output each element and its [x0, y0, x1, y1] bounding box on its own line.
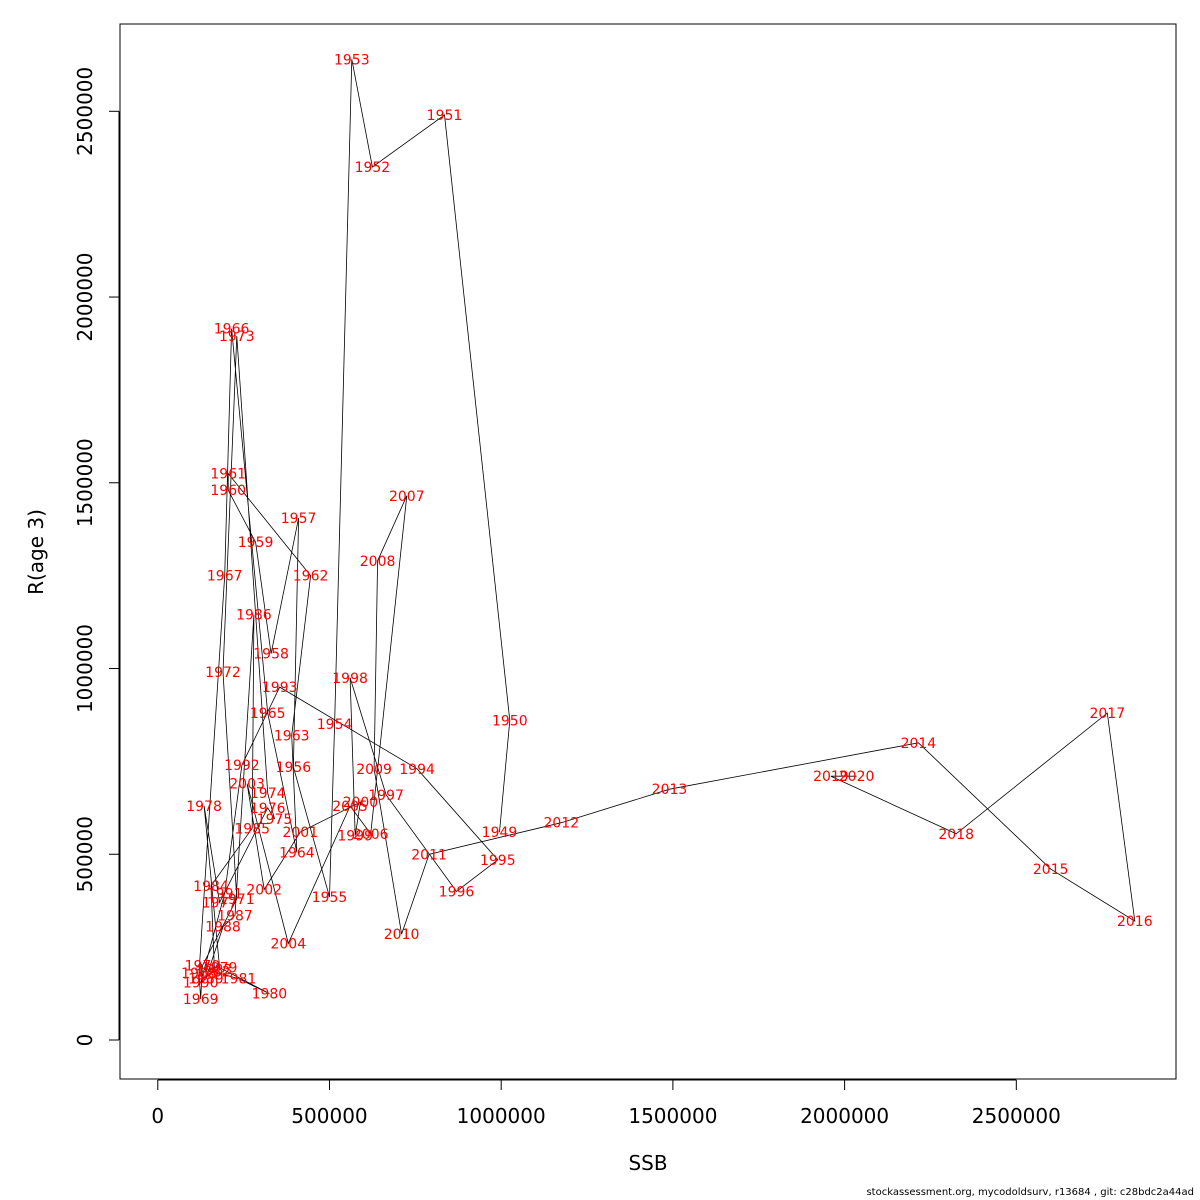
point-label-1971: 1971 — [219, 892, 255, 908]
point-label-1989: 1989 — [188, 972, 224, 988]
point-label-2007: 2007 — [389, 489, 425, 505]
y-tick-label: 0 — [73, 1034, 97, 1047]
y-tick-label: 2000000 — [73, 252, 97, 341]
x-tick-label: 2500000 — [972, 1104, 1061, 1128]
point-label-1967: 1967 — [207, 569, 243, 585]
point-label-1998: 1998 — [332, 671, 368, 687]
point-label-2004: 2004 — [270, 936, 306, 952]
y-tick-label: 500000 — [73, 816, 97, 892]
x-axis: 0 500000 1000000 1500000 2000000 2500000 — [151, 1079, 1061, 1128]
point-label-2020: 2020 — [839, 769, 875, 785]
point-label-2015: 2015 — [1033, 862, 1069, 878]
point-label-1960: 1960 — [210, 483, 246, 499]
point-label-2010: 2010 — [384, 927, 420, 943]
y-tick-label: 1500000 — [73, 438, 97, 527]
point-label-2011: 2011 — [411, 847, 447, 863]
footer-credit: stockassessment.org, mycodoldsurv, r1368… — [866, 1187, 1194, 1198]
point-label-1984: 1984 — [193, 879, 229, 895]
point-label-2001: 2001 — [282, 825, 318, 841]
point-label-1993: 1993 — [262, 680, 298, 696]
point-label-2019: 2019 — [813, 769, 849, 785]
year-labels: 1949 1950 1951 1952 1953 1954 1955 1956 1957 1958… — [181, 52, 1153, 1008]
point-label-1965: 1965 — [250, 706, 286, 722]
point-label-1994: 1994 — [399, 762, 435, 778]
point-label-1990: 1990 — [183, 975, 219, 991]
x-tick-label: 500000 — [291, 1104, 367, 1128]
y-tick-label: 2500000 — [73, 67, 97, 156]
x-axis-label: SSB — [628, 1151, 667, 1175]
point-label-1997: 1997 — [368, 788, 404, 804]
point-label-1976: 1976 — [250, 801, 286, 817]
point-label-2000: 2000 — [343, 795, 379, 811]
point-label-1954: 1954 — [317, 717, 353, 733]
point-label-1986: 1986 — [236, 608, 272, 624]
point-label-1975: 1975 — [257, 812, 293, 828]
point-label-1985: 1985 — [234, 821, 270, 837]
point-label-1964: 1964 — [279, 845, 315, 861]
point-label-1968: 1968 — [181, 966, 217, 982]
point-label-1949: 1949 — [482, 825, 518, 841]
trajectory-line — [198, 59, 1136, 1000]
point-label-1987: 1987 — [217, 909, 253, 925]
point-label-1958: 1958 — [253, 647, 289, 663]
point-label-1992: 1992 — [224, 758, 260, 774]
point-label-2003: 2003 — [229, 777, 265, 793]
plot-frame — [119, 23, 1177, 1080]
x-tick-label: 0 — [151, 1104, 164, 1128]
point-label-1970: 1970 — [185, 959, 221, 975]
y-axis: 0 500000 1000000 1500000 2000000 2500000 — [73, 67, 120, 1047]
point-label-2002: 2002 — [246, 883, 282, 899]
point-label-1955: 1955 — [312, 890, 348, 906]
point-label-1969: 1969 — [183, 992, 219, 1008]
point-label-1996: 1996 — [439, 884, 475, 900]
point-label-1972: 1972 — [205, 665, 241, 681]
point-label-1956: 1956 — [276, 760, 312, 776]
point-label-1959: 1959 — [238, 535, 274, 551]
point-label-1999: 1999 — [337, 829, 373, 845]
point-label-1957: 1957 — [281, 511, 317, 527]
point-label-2016: 2016 — [1117, 914, 1153, 930]
point-label-1977: 1977 — [202, 896, 238, 912]
y-tick-label: 1000000 — [73, 624, 97, 713]
y-axis-label: R(age 3) — [24, 509, 48, 595]
point-label-1952: 1952 — [355, 160, 391, 176]
point-label-2018: 2018 — [938, 827, 974, 843]
point-label-2013: 2013 — [652, 782, 688, 798]
point-label-2005: 2005 — [332, 799, 368, 815]
point-label-2006: 2006 — [353, 827, 389, 843]
point-label-2017: 2017 — [1089, 706, 1125, 722]
x-tick-label: 2000000 — [800, 1104, 889, 1128]
point-label-1950: 1950 — [492, 714, 528, 730]
point-label-1988: 1988 — [205, 920, 241, 936]
point-label-1978: 1978 — [186, 799, 222, 815]
point-label-2014: 2014 — [901, 736, 937, 752]
point-label-1980: 1980 — [252, 987, 288, 1003]
point-label-1981: 1981 — [221, 972, 257, 988]
point-label-1962: 1962 — [293, 569, 329, 585]
point-label-2012: 2012 — [543, 816, 579, 832]
point-label-1991: 1991 — [207, 886, 243, 902]
point-label-1951: 1951 — [427, 108, 463, 124]
x-tick-label: 1000000 — [457, 1104, 546, 1128]
x-tick-label: 1500000 — [628, 1104, 717, 1128]
point-label-1973: 1973 — [219, 329, 255, 345]
point-label-1966: 1966 — [214, 322, 250, 338]
point-label-1953: 1953 — [334, 52, 370, 68]
point-label-1982: 1982 — [195, 964, 231, 980]
point-label-1963: 1963 — [274, 728, 310, 744]
point-label-1979: 1979 — [202, 961, 238, 977]
point-label-1983: 1983 — [197, 962, 233, 978]
point-label-1961: 1961 — [210, 467, 246, 483]
point-label-1974: 1974 — [250, 786, 286, 802]
point-label-1995: 1995 — [480, 853, 516, 869]
point-label-2009: 2009 — [356, 762, 392, 778]
point-label-2008: 2008 — [360, 554, 396, 570]
